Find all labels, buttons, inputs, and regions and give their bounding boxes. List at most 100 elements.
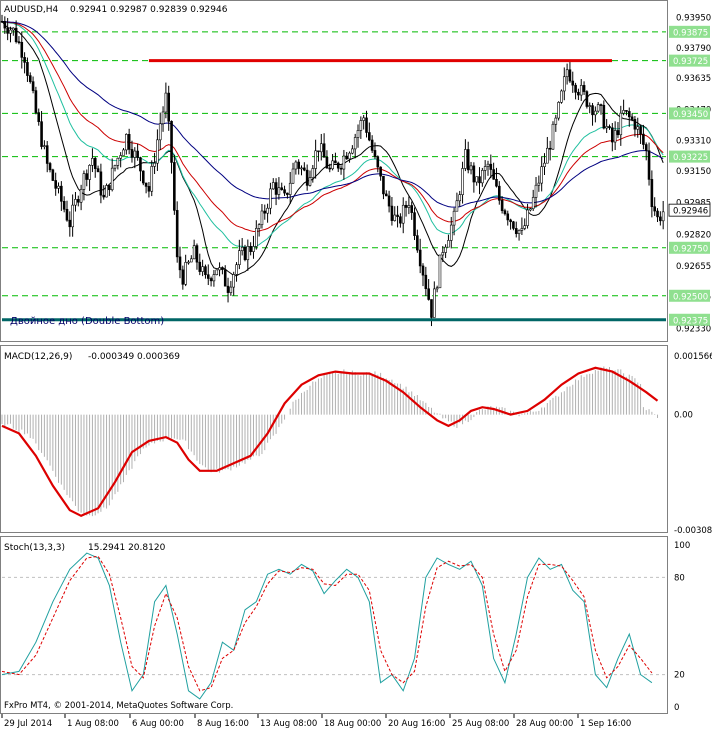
candle-body: [147, 186, 151, 192]
candle-body: [379, 166, 382, 177]
candle-body: [23, 57, 26, 63]
candle-body: [582, 85, 586, 92]
candle-body: [91, 158, 94, 166]
level-label: 0.93875: [673, 28, 708, 38]
macd-tick-label: 0.001566: [674, 352, 712, 362]
candle-body: [297, 161, 300, 169]
candle-body: [110, 167, 114, 191]
candle-body: [345, 155, 349, 160]
candle-body: [331, 160, 334, 170]
candle-body: [433, 288, 436, 318]
candle-body: [43, 145, 46, 147]
candle-body: [647, 150, 651, 180]
candle-body: [192, 245, 196, 260]
level-label-bg: [669, 313, 710, 326]
candle-body: [373, 150, 377, 157]
candle-body: [305, 169, 309, 186]
candle-body: [517, 230, 521, 234]
candle-body: [246, 246, 250, 261]
candle-body: [249, 246, 252, 252]
candle-body: [226, 285, 230, 293]
candle-body: [206, 274, 210, 279]
candle-body: [26, 62, 29, 76]
candle-body: [424, 274, 428, 290]
price-tick-label: 0.93635: [676, 74, 711, 84]
candle-body: [591, 105, 594, 116]
candle-body: [370, 139, 374, 151]
candle-body: [201, 266, 204, 272]
ohlc-header: 0.92941 0.92987 0.92839 0.92946: [70, 5, 228, 15]
candle-body: [461, 168, 464, 195]
candle-body: [308, 177, 312, 186]
candle-body: [48, 163, 52, 171]
candle-body: [12, 27, 15, 31]
time-tick-label: 8 Aug 16:00: [197, 719, 249, 729]
candle-body: [260, 210, 264, 226]
candle-body: [209, 278, 213, 282]
level-label-bg: [669, 54, 710, 67]
candle-body: [254, 228, 258, 247]
candle-body: [441, 252, 445, 256]
level-label: 0.93225: [673, 153, 708, 163]
candle-body: [653, 206, 656, 212]
candle-body: [393, 214, 397, 221]
candle-body: [130, 149, 134, 158]
candle-body: [85, 173, 89, 180]
candle-body: [141, 170, 145, 184]
time-tick-label: 20 Aug 16:00: [388, 719, 445, 729]
macd-name: MACD(12,26,9): [4, 352, 72, 362]
candle-body: [34, 90, 38, 113]
candle-body: [60, 185, 63, 202]
stoch-pane-frame: [0, 536, 668, 714]
candle-body: [156, 139, 159, 164]
candle-body: [240, 246, 244, 251]
candle-body: [495, 178, 498, 187]
candle-body: [314, 150, 317, 169]
candle-body: [449, 224, 453, 241]
current-price-tag: [668, 203, 711, 217]
candle-body: [3, 21, 7, 29]
candle-body: [661, 211, 665, 222]
candle-body: [430, 299, 433, 318]
candle-body: [492, 169, 495, 180]
copyright-text: FxPro MT4, © 2001-2014, MetaQuotes Softw…: [4, 701, 233, 711]
candle-body: [642, 133, 645, 145]
level-label-bg: [669, 241, 710, 254]
candle-body: [512, 221, 515, 229]
candle-body: [534, 184, 538, 198]
candle-body: [164, 92, 168, 113]
candle-body: [274, 182, 278, 195]
candle-body: [548, 147, 552, 150]
candle-body: [158, 123, 162, 141]
candle-body: [271, 182, 275, 190]
time-tick-label: 28 Aug 00:00: [516, 719, 573, 729]
candle-body: [396, 214, 399, 217]
candle-body: [489, 163, 493, 170]
stoch-values: 15.2941 20.8120: [88, 543, 166, 553]
candle-body: [28, 75, 32, 82]
candle-body: [562, 76, 566, 92]
candle-body: [353, 137, 357, 150]
candle-body: [150, 166, 154, 192]
candle-body: [475, 176, 478, 183]
level-label-bg: [669, 289, 710, 302]
candle-body: [435, 287, 439, 290]
macd-tick-label: 0.00: [674, 411, 693, 421]
candle-body: [125, 134, 128, 151]
candle-body: [387, 195, 391, 207]
candle-body: [68, 219, 72, 228]
level-label: 0.92375: [673, 316, 708, 326]
candle-body: [257, 224, 261, 229]
candle-body: [294, 161, 298, 170]
candle-body: [537, 182, 541, 186]
macd-pane-frame: [0, 345, 668, 533]
candle-body: [596, 104, 600, 112]
candle-body: [497, 185, 501, 201]
candle-body: [88, 164, 91, 180]
candle-body: [611, 127, 614, 143]
time-tick-label: 29 Jul 2014: [4, 719, 52, 729]
candle-body: [102, 194, 106, 198]
candle-body: [17, 41, 21, 43]
candle-body: [455, 200, 459, 212]
candle-body: [40, 121, 43, 147]
